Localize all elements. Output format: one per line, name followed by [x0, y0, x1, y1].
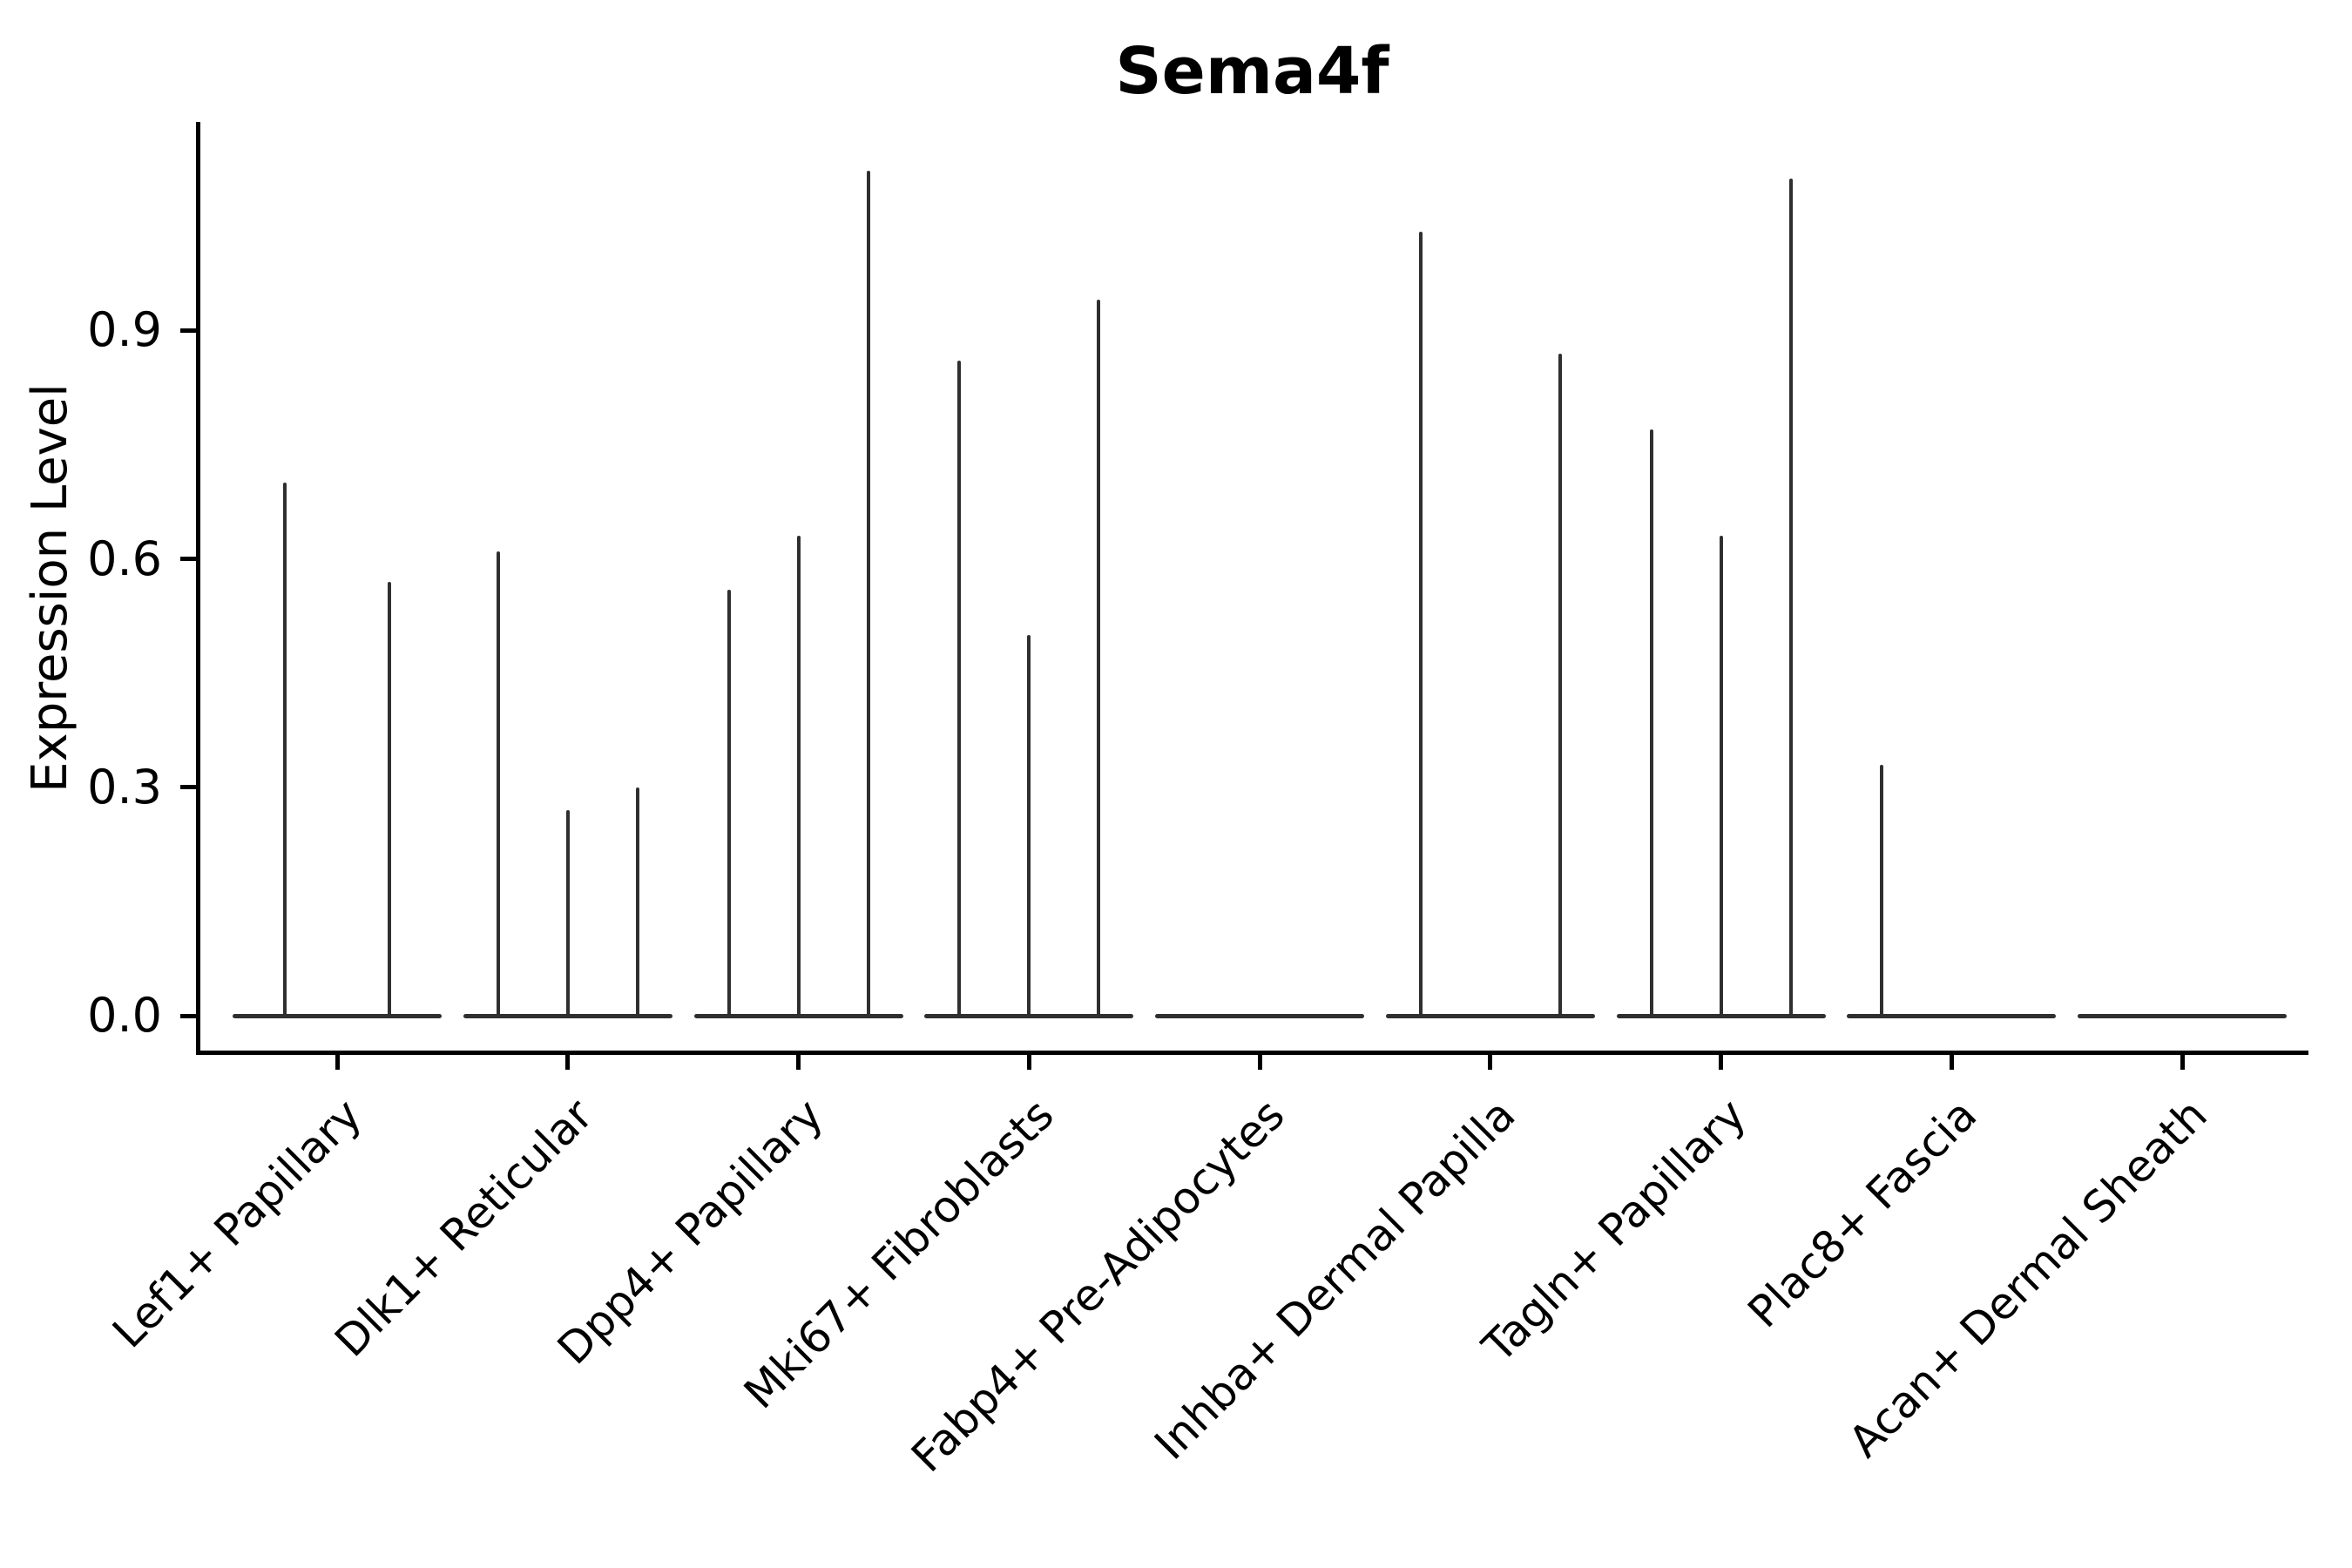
- violin-baseline: [1155, 1013, 1364, 1018]
- x-tick-label: Fabp4+ Pre-Adipocytes: [902, 1089, 1294, 1483]
- y-tick-mark: [180, 557, 198, 562]
- y-tick-mark: [180, 785, 198, 790]
- violin-spike: [796, 536, 801, 1016]
- violin-baseline: [693, 1013, 903, 1018]
- x-tick-label: Lef1+ Papillary: [103, 1089, 372, 1358]
- violin-spike: [635, 787, 639, 1016]
- x-tick-mark: [796, 1055, 801, 1070]
- violin-spike: [1649, 429, 1653, 1016]
- violin-spike: [1719, 536, 1723, 1016]
- violin-baseline: [1847, 1013, 2057, 1018]
- x-tick-mark: [1257, 1055, 1262, 1070]
- y-tick-label: 0.0: [87, 988, 162, 1043]
- violin-spike: [1027, 635, 1031, 1016]
- y-tick-mark: [180, 328, 198, 333]
- violin-spike: [1418, 231, 1423, 1016]
- x-tick-mark: [1719, 1055, 1723, 1070]
- y-tick-label: 0.3: [87, 759, 162, 814]
- violin-baseline: [2078, 1013, 2287, 1018]
- x-tick-label: Plac8+ Fascia: [1738, 1089, 1986, 1338]
- y-tick-label: 0.9: [87, 302, 162, 358]
- x-tick-mark: [565, 1055, 571, 1070]
- violin-spike: [957, 361, 962, 1016]
- y-tick-label: 0.6: [87, 531, 162, 586]
- violin-baseline: [924, 1013, 1134, 1018]
- violin-baseline: [233, 1013, 442, 1018]
- violin-baseline: [1385, 1013, 1595, 1018]
- x-tick-mark: [2180, 1055, 2185, 1070]
- violin-spike: [283, 483, 287, 1016]
- violin-spike: [1097, 300, 1101, 1016]
- violin-spike: [1788, 178, 1793, 1016]
- x-tick-mark: [1488, 1055, 1493, 1070]
- violin-spike: [565, 810, 570, 1016]
- y-tick-mark: [180, 1013, 198, 1018]
- violin-spike: [388, 581, 391, 1016]
- violin-baseline: [463, 1013, 672, 1018]
- x-axis-line: [196, 1051, 2308, 1055]
- violin-spike: [496, 551, 500, 1016]
- chart-title: Sema4f: [1115, 34, 1389, 109]
- x-tick-mark: [1949, 1055, 1954, 1070]
- x-tick-mark: [335, 1055, 340, 1070]
- y-axis-line: [196, 122, 200, 1055]
- violin-spike: [727, 589, 731, 1016]
- x-tick-mark: [1026, 1055, 1031, 1070]
- violin-spike: [866, 170, 870, 1016]
- violin-baseline: [1616, 1013, 1826, 1018]
- violin-spike: [1880, 764, 1884, 1016]
- violin-spike: [1558, 353, 1562, 1016]
